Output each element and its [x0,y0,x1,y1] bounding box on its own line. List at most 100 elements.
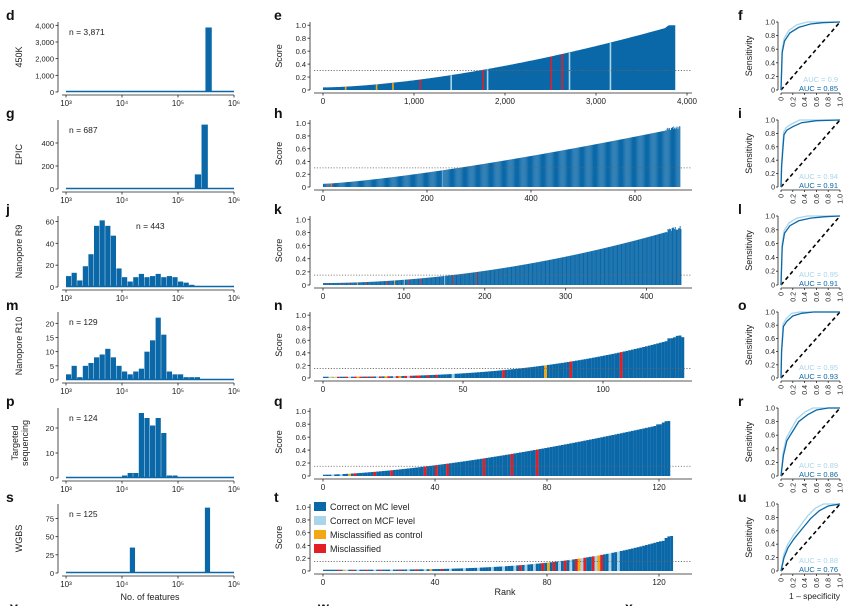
score-bar [406,175,407,187]
score-bar [666,130,667,187]
score-bar [483,271,485,285]
score-bar [559,150,561,187]
score-bar [351,473,354,476]
panel-letter-g: g [6,105,15,121]
score-bar [339,569,343,571]
score-bar [466,273,468,285]
score-bar-misclassified [569,361,573,378]
score-bar [350,181,352,187]
score-bar [631,349,634,378]
x-tick-label: 0.8 [826,483,833,493]
histogram-bar [110,235,116,287]
score-bar [467,166,469,187]
score-bar [506,160,507,187]
score-bar [499,268,501,285]
score-bar [535,563,539,571]
score-bar [664,341,668,378]
score-bar [390,280,392,285]
score-bar [329,283,331,285]
score-bar [355,181,357,187]
y-tick-label: 0.4 [765,446,775,453]
score-bar [440,374,444,378]
score-bar [549,364,553,378]
y-tick-label: 0.2 [765,171,775,178]
score-bar [605,553,609,571]
score-bar [508,159,510,187]
score-bar [619,139,621,187]
score-bar [565,149,567,187]
score-bar [567,256,569,285]
score-bar [664,421,668,476]
score-bar [573,254,575,285]
sample-size-annotation: n = 129 [69,317,98,327]
score-bar [507,159,509,187]
score-bar [379,471,382,476]
score-bar-misclassified [420,278,422,285]
histogram-bar [129,547,136,573]
panel-letter-n: n [274,297,283,313]
score-bar [538,261,540,285]
score-bar [404,468,408,476]
score-bar [395,569,399,571]
y-tick-label: 0.8 [296,228,306,237]
score-bar [502,455,506,476]
score-bar [497,161,499,187]
score-bar [488,163,490,187]
score-bar [540,261,542,285]
score-bar [592,144,593,187]
x-tick-label: 80 [543,483,552,492]
score-bar [436,276,438,285]
score-bar [422,278,424,285]
score-bar [461,167,462,187]
score-bar [619,139,620,187]
score-bar [435,171,436,187]
x-tick-label: 400 [524,194,538,203]
roc-curve-mc [780,503,841,572]
score-bar-correct-mcf [423,569,427,571]
score-bar [399,176,401,187]
score-bar [639,135,640,187]
score-bar [551,259,552,285]
score-bar [622,351,626,378]
score-bar-misclassified [353,376,357,378]
score-bar [648,236,650,285]
histogram-bar [150,425,156,478]
score-bar-misclassified [353,473,357,476]
score-bar [637,239,639,285]
histogram-bar [66,374,72,380]
score-bar [650,426,654,476]
score-bar [398,469,402,476]
score-bar [679,225,681,285]
score-bar [659,342,662,378]
score-bar [423,173,424,187]
score-bar [329,183,330,187]
score-bar [562,150,563,187]
diagonal-reference-line [780,503,841,572]
panel-letter-bottom: v [10,599,18,606]
score-bar [389,280,391,285]
x-tick-label: 0.2 [790,578,797,588]
x-tick-label: 50 [459,385,468,394]
score-bar [677,126,679,187]
y-tick-label: 0.6 [765,336,775,343]
score-bar [397,176,398,187]
x-tick-label: 100 [397,292,411,301]
score-bar [537,154,538,187]
score-bar [516,565,520,571]
score-bar [415,467,419,476]
score-bar [645,427,648,476]
score-bar [507,454,511,476]
score-bar [551,152,552,187]
score-bar [377,178,378,187]
score-bar [661,341,665,378]
score-bar [382,281,384,285]
score-bar [369,179,371,187]
score-bar [487,163,488,187]
panel-letter-k: k [274,201,282,217]
score-bar [522,157,524,187]
score-bar [524,264,526,285]
score-bar [477,164,479,187]
score-bar [394,280,396,285]
x-tick-label: 1.0 [838,194,845,204]
